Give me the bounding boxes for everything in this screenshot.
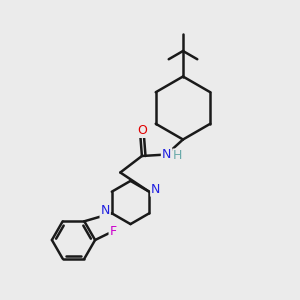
Text: F: F	[110, 225, 117, 239]
Text: N: N	[151, 183, 160, 196]
Text: H: H	[173, 149, 183, 163]
Text: N: N	[162, 148, 171, 161]
Text: N: N	[100, 204, 110, 218]
Text: O: O	[137, 124, 147, 137]
